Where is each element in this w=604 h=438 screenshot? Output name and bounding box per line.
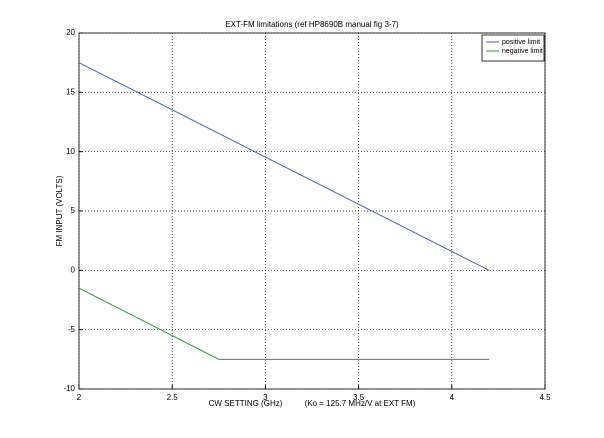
x-tick-label: 2 — [77, 393, 82, 402]
x-tick-label: 4 — [450, 393, 455, 402]
plot-frame — [78, 32, 546, 390]
y-axis-label: FM INPUT (VOLTS) — [55, 175, 64, 246]
x-tick-label: 2.5 — [167, 393, 179, 402]
y-tick-label: 0 — [71, 265, 76, 274]
y-tick-label: 15 — [66, 87, 75, 96]
x-axis-label: CW SETTING (GHz) (Ko = 125.7 MHz/V at EX… — [209, 399, 416, 408]
x-tick-label: 3 — [263, 393, 268, 402]
y-tick-label: 20 — [66, 28, 75, 37]
chart-title: EXT-FM limitations (ref HP8690B manual f… — [225, 20, 399, 29]
x-tick-label: 3.5 — [353, 393, 365, 402]
x-tick-label: 4.5 — [539, 393, 551, 402]
y-tick-label: 10 — [66, 147, 75, 156]
y-tick-label: -10 — [63, 384, 75, 393]
series-line — [78, 62, 490, 271]
series-line — [78, 287, 490, 360]
legend-label: positive limit — [502, 39, 540, 46]
y-tick-label: -5 — [68, 325, 76, 334]
legend-label: negative limit — [502, 48, 543, 55]
legend-box — [481, 34, 545, 62]
y-tick-label: 5 — [71, 206, 76, 215]
